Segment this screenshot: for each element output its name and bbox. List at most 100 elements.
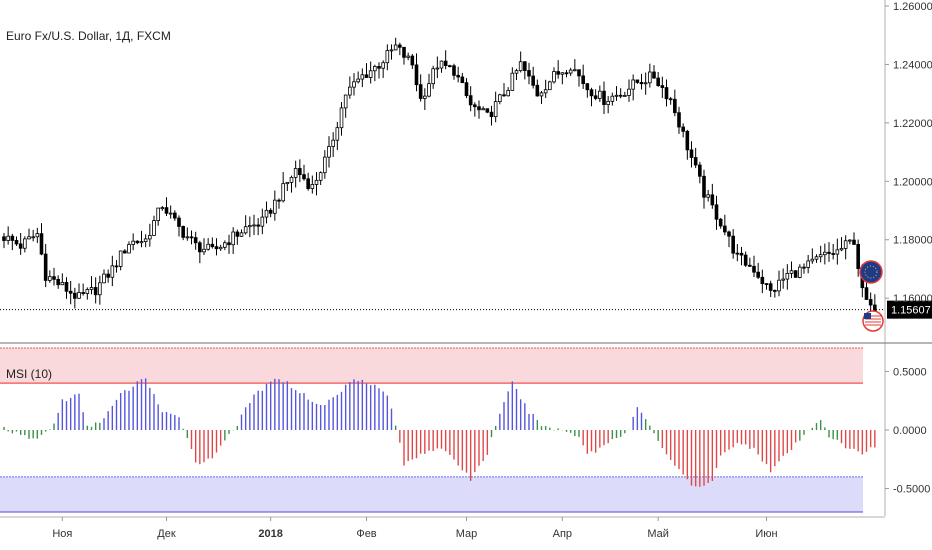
candle [856, 239, 860, 277]
candle [864, 280, 869, 300]
candle [764, 283, 769, 290]
candle [493, 91, 498, 123]
candle [93, 277, 98, 304]
x-tick-label: Апр [553, 528, 572, 540]
candle [810, 248, 815, 264]
candle [156, 207, 160, 226]
candle [77, 283, 81, 299]
candle [331, 132, 335, 157]
candle [60, 273, 65, 286]
candle [18, 233, 23, 255]
candle [389, 44, 394, 60]
candle [414, 53, 419, 92]
candle [577, 69, 581, 87]
candle [364, 63, 369, 78]
candle [127, 241, 131, 254]
candle [798, 264, 802, 279]
candle [189, 230, 194, 245]
candle [73, 287, 77, 309]
x-tick-label: 2018 [258, 528, 282, 540]
candle [481, 106, 485, 111]
candle [618, 88, 623, 99]
candle [568, 67, 573, 76]
candle [152, 215, 156, 236]
candle [752, 255, 756, 278]
candle [835, 238, 840, 265]
candle [714, 195, 719, 230]
candle [64, 277, 69, 299]
candle [777, 270, 781, 297]
candle [602, 81, 606, 115]
candle [756, 262, 760, 279]
candle [410, 54, 415, 69]
candle [264, 201, 269, 224]
candle [273, 190, 277, 221]
candle [385, 44, 390, 71]
candle [548, 80, 552, 91]
candle [427, 73, 431, 98]
candle [623, 91, 627, 97]
msi-indicator-title: MSI (10) [6, 367, 52, 381]
msi-tick-label: 0.5000 [893, 366, 927, 378]
candle [552, 67, 556, 84]
candle [639, 73, 644, 90]
candle [223, 240, 227, 251]
candle [760, 269, 765, 294]
candle [248, 216, 252, 238]
candle [260, 208, 265, 235]
x-axis: Ноя Дек 2018 Фев Мар Апр Май Июн [0, 516, 885, 540]
candle [339, 102, 344, 136]
candle [2, 232, 6, 249]
candle [423, 88, 427, 110]
candle [310, 175, 315, 194]
candle [814, 254, 819, 263]
candle [689, 141, 694, 168]
candle [110, 255, 115, 287]
candle [306, 172, 310, 191]
candle [139, 230, 144, 248]
candle [243, 215, 248, 235]
candle [510, 67, 515, 91]
candle [252, 214, 256, 236]
candle [131, 233, 135, 251]
candle [656, 72, 660, 87]
candle [793, 270, 798, 278]
price-tick-label: 1.22000 [893, 118, 932, 130]
candle [285, 181, 290, 191]
candle [10, 233, 15, 251]
candle [477, 100, 481, 119]
candle [348, 76, 352, 99]
candle [406, 52, 410, 61]
candle [352, 73, 356, 96]
candle [393, 37, 398, 51]
candle [589, 87, 594, 107]
candle [710, 183, 715, 209]
candle [343, 94, 348, 118]
candle [173, 210, 177, 221]
candle [631, 74, 635, 101]
last-price-badge: 1.15607 [887, 300, 932, 319]
price-axis: 1.26000 1.24000 1.22000 1.20000 1.18000 1.160… [885, 1, 932, 305]
candle [868, 292, 873, 312]
x-tick-label: Май [647, 528, 669, 540]
msi-panel [0, 347, 876, 513]
candle [56, 275, 60, 289]
candle [693, 147, 698, 169]
candle [735, 244, 740, 262]
candle [581, 64, 585, 89]
candle [806, 254, 810, 274]
candle [702, 169, 706, 209]
candle [464, 78, 469, 99]
candle [27, 228, 31, 240]
candle [377, 62, 381, 79]
candle [681, 123, 685, 138]
candle [498, 93, 502, 105]
candle [373, 64, 377, 82]
candle [489, 105, 494, 126]
candle [318, 171, 323, 186]
candle [360, 68, 365, 88]
candle [256, 218, 260, 236]
candle [743, 251, 748, 267]
price-panel: 1.15607 [0, 0, 932, 516]
candle [227, 234, 231, 254]
